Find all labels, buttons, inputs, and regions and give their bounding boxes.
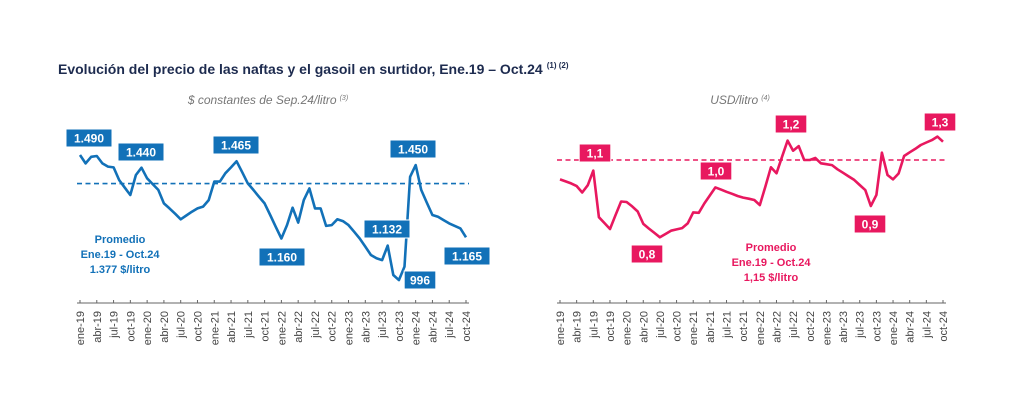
x-tick-label: abr-20 <box>638 311 650 343</box>
chart-title: Evolución del precio de las naftas y el … <box>58 61 569 77</box>
x-tick-label: jul-23 <box>855 311 867 339</box>
series-line <box>78 154 468 282</box>
x-tick-label: jul-21 <box>243 311 255 339</box>
x-tick-label: jul-23 <box>377 311 389 339</box>
x-tick-label: abr-24 <box>427 311 439 343</box>
x-tick-label: ene-19 <box>75 311 87 345</box>
data-label-box <box>65 128 113 148</box>
x-tick-label: oct-24 <box>938 311 950 342</box>
average-label: Promedio <box>746 242 797 254</box>
x-tick-label: oct-22 <box>805 311 817 342</box>
chart-1: $ constantes de Sep.24/litro (3) ene-19 abr… <box>65 93 491 345</box>
x-tick-label: jul-24 <box>444 311 456 339</box>
data-label: 1.132 <box>372 223 402 237</box>
average-label: 1.377 $/litro <box>90 264 151 276</box>
x-tick-label: oct-21 <box>260 311 272 342</box>
x-tick-label: ene-24 <box>411 311 423 345</box>
series-line <box>559 135 944 239</box>
chart-subtitle: $ constantes de Sep.24/litro (3) <box>187 93 348 107</box>
data-label: 1.440 <box>126 146 156 160</box>
title-text: Evolución del precio de las naftas y el … <box>58 61 543 77</box>
data-label-box <box>699 161 733 181</box>
x-tick-label: ene-19 <box>555 311 567 345</box>
data-label-box <box>403 270 437 290</box>
x-tick-label: ene-24 <box>888 311 900 345</box>
data-label-box <box>630 244 664 264</box>
data-label-box <box>117 142 165 162</box>
x-tick-label: abr-23 <box>360 311 372 343</box>
chart-2: USD/litro (4) ene-19 abr-19 jul-19 oct-19 ene-… <box>555 93 957 345</box>
x-tick-label: abr-21 <box>226 311 238 343</box>
data-label-box <box>578 143 612 163</box>
x-tick-label: oct-20 <box>672 311 684 342</box>
subtitle-note: (4) <box>761 95 770 102</box>
x-tick-label: jul-24 <box>921 311 933 339</box>
x-tick-label: oct-20 <box>192 311 204 342</box>
x-tick-label: ene-23 <box>821 311 833 345</box>
average-label: Promedio <box>95 234 146 246</box>
x-tick-label: jul-19 <box>109 311 121 339</box>
x-tick-label: abr-23 <box>838 311 850 343</box>
x-tick-label: abr-22 <box>771 311 783 343</box>
data-label: 1.165 <box>452 250 482 264</box>
x-tick-label: jul-19 <box>588 311 600 339</box>
x-tick-label: oct-24 <box>461 311 473 342</box>
data-label: 996 <box>410 274 430 288</box>
data-label-box <box>923 112 957 132</box>
data-label-box <box>212 135 260 155</box>
data-label-box <box>389 139 437 159</box>
data-label: 1,1 <box>587 147 604 161</box>
data-label: 1.450 <box>398 143 428 157</box>
data-label: 0,8 <box>639 248 656 262</box>
x-tick-label: ene-23 <box>344 311 356 345</box>
data-label-box <box>363 219 411 239</box>
data-label: 1,2 <box>783 118 800 132</box>
x-tick-label: ene-20 <box>622 311 634 345</box>
data-label: 1.160 <box>267 251 297 265</box>
chart-subtitle: USD/litro (4) <box>710 93 770 107</box>
subtitle-note: (3) <box>340 95 349 102</box>
x-tick-label: oct-22 <box>327 311 339 342</box>
average-label: Ene.19 - Oct.24 <box>81 249 161 261</box>
title-notes: (1) (2) <box>546 61 569 71</box>
average-label: Ene.19 - Oct.24 <box>732 257 812 269</box>
average-label: 1,15 $/litro <box>744 272 799 284</box>
x-tick-label: abr-20 <box>159 311 171 343</box>
x-tick-label: abr-21 <box>705 311 717 343</box>
data-label: 0,9 <box>862 218 879 232</box>
data-label-box <box>774 114 808 134</box>
data-label-box <box>853 214 887 234</box>
x-tick-label: ene-22 <box>276 311 288 345</box>
x-tick-label: jul-22 <box>788 311 800 339</box>
x-tick-label: jul-22 <box>310 311 322 339</box>
x-tick-label: ene-21 <box>688 311 700 345</box>
x-tick-label: oct-23 <box>394 311 406 342</box>
x-tick-label: abr-19 <box>92 311 104 343</box>
x-tick-label: abr-24 <box>905 311 917 343</box>
x-tick-label: abr-22 <box>293 311 305 343</box>
x-tick-label: ene-21 <box>209 311 221 345</box>
x-tick-label: ene-22 <box>755 311 767 345</box>
data-label: 1,3 <box>932 116 949 130</box>
data-label-box <box>258 247 306 267</box>
data-label-box <box>443 246 491 266</box>
x-tick-label: oct-23 <box>871 311 883 342</box>
x-tick-label: jul-21 <box>722 311 734 339</box>
data-label: 1.465 <box>221 139 251 153</box>
data-label: 1,0 <box>708 165 725 179</box>
x-tick-label: ene-20 <box>142 311 154 345</box>
x-tick-label: oct-21 <box>738 311 750 342</box>
x-tick-label: oct-19 <box>605 311 617 342</box>
x-tick-label: oct-19 <box>125 311 137 342</box>
data-label: 1.490 <box>74 132 104 146</box>
x-tick-label: jul-20 <box>655 311 667 339</box>
x-tick-label: jul-20 <box>176 311 188 339</box>
x-tick-label: abr-19 <box>572 311 584 343</box>
